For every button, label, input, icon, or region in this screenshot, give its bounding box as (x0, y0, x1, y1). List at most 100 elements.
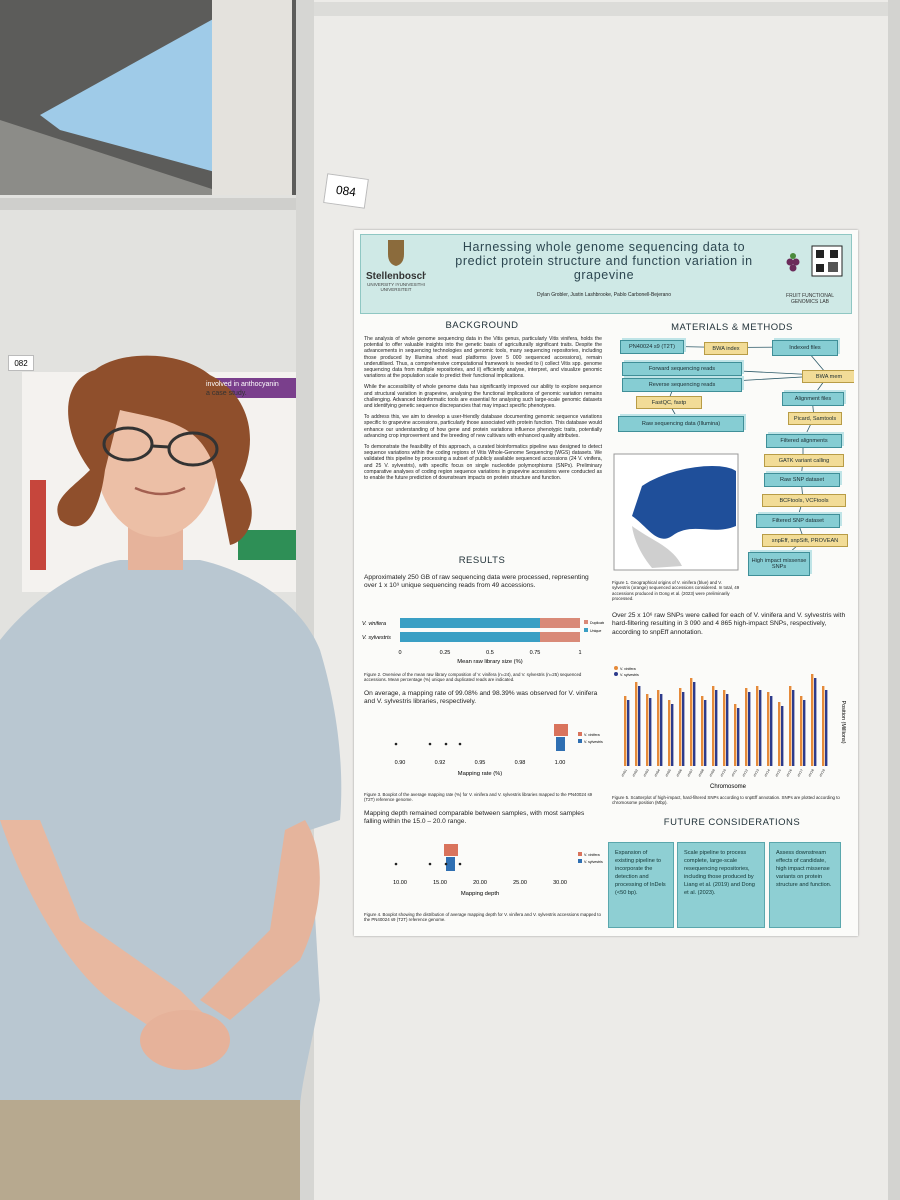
paragraph: To address this, we aim to develop a use… (364, 414, 602, 439)
legend-swatch (584, 620, 588, 624)
axis-label: Mean raw library size (%) (457, 659, 522, 665)
tick-label: 1 (578, 650, 581, 656)
flow-node: FastQC, fastp (636, 396, 702, 409)
tick-label: chr02 (631, 768, 639, 777)
poster-number: 084 (323, 173, 369, 209)
snp-strip (701, 696, 704, 766)
lab-mark (786, 245, 843, 277)
ceiling-beam (0, 120, 215, 200)
neighbor-table (238, 530, 296, 560)
snp-strip (638, 686, 641, 766)
tick-label: chr12 (741, 768, 749, 777)
legend-label: V. vinifera (584, 733, 600, 737)
snp-strip (715, 690, 718, 766)
box (556, 737, 565, 751)
snp-strip (737, 708, 740, 766)
axis-label: Mapping rate (%) (458, 771, 503, 777)
section-heading: MATERIALS & METHODS (671, 322, 793, 333)
snp-strip (770, 696, 773, 766)
legend-label: Unique (590, 629, 601, 633)
outlier (428, 742, 432, 746)
flow-node: High impact missense SNPs (748, 552, 810, 576)
snp-strip (668, 700, 671, 766)
future-item: Scale pipeline to process complete, larg… (677, 842, 765, 928)
outlier (458, 862, 462, 866)
flow-node: BCFtools, VCFtools (762, 494, 846, 507)
legend-swatch (578, 739, 582, 743)
results-text: Approximately 250 GB of raw sequencing d… (364, 574, 589, 590)
lab-logo: FRUIT FUNCTIONAL GENOMICS LAB (776, 244, 844, 305)
neighbor-strip (30, 480, 46, 570)
figure-2: V. vinifera V. sylvestris Duplicate Unique 0… (360, 610, 604, 670)
snp-strip (649, 698, 652, 766)
snp-strip (781, 706, 784, 766)
flow-node: Indexed files (772, 340, 838, 356)
box (446, 857, 455, 871)
legend-swatch (584, 628, 588, 632)
flow-node: Filtered alignments (766, 434, 842, 448)
board-frame (888, 0, 900, 1200)
legend-swatch (614, 666, 618, 670)
snp-strip (712, 686, 715, 766)
arm (200, 820, 320, 1020)
snp-strip (756, 686, 759, 766)
snp-strip (759, 690, 762, 766)
tick-label: 30.00 (553, 880, 567, 886)
snp-strip (778, 702, 781, 766)
legend-swatch (578, 732, 582, 736)
tick-label: chr08 (697, 768, 705, 777)
outlier (394, 862, 398, 866)
legend-swatch (578, 852, 582, 856)
tick-label: chr05 (664, 768, 672, 777)
pipeline-flowchart: PN40024 s9 (T2T) BWA index Indexed files Fo… (612, 336, 854, 606)
neighbor-title-line: involved in anthocyanin (206, 381, 279, 388)
caption: Figure 2. Overview of the mean raw libra… (364, 672, 582, 683)
legend-label: Duplicate (590, 621, 604, 625)
map-land (632, 466, 736, 539)
bar-segment (540, 632, 580, 642)
flow-node: BWA mem (802, 370, 854, 383)
tick-label: 0.95 (475, 760, 486, 766)
legend-label: V. vinifera (620, 667, 636, 671)
outlier (458, 742, 462, 746)
snp-strip (789, 686, 792, 766)
figure-4: V. vinifera V. sylvestris 10.00 15.00 20.00 2… (360, 840, 604, 904)
tick-label: chr01 (620, 768, 628, 777)
tick-label: chr15 (774, 768, 782, 777)
methods-text: Over 25 x 10⁶ raw SNPs were called for e… (612, 612, 846, 636)
axis-label: Chromosome (710, 784, 747, 790)
legend-swatch (578, 859, 582, 863)
snp-strip (723, 690, 726, 766)
tick-label: 0.90 (395, 760, 406, 766)
tick-label: chr09 (708, 768, 716, 777)
results-text: Mapping depth remained comparable betwee… (364, 810, 585, 826)
hands (140, 1010, 230, 1070)
axis-label: Mapping depth (461, 891, 499, 897)
bar-segment (400, 632, 540, 642)
legend-label: V. sylvestris (584, 740, 603, 744)
person (0, 355, 342, 1200)
tick-label: 20.00 (473, 880, 487, 886)
section-heading: FUTURE CONSIDERATIONS (663, 817, 801, 828)
tick-label: 1.00 (555, 760, 566, 766)
flow-map (613, 345, 829, 571)
tick-label: chr06 (675, 768, 683, 777)
snp-strip (814, 678, 817, 766)
board-rail (314, 2, 894, 16)
snp-strip (734, 704, 737, 766)
snp-strip (627, 700, 630, 766)
results-text: On average, a mapping rate of 99.08% and… (364, 690, 598, 706)
tick-label: chr10 (719, 768, 727, 777)
snp-strip (660, 694, 663, 766)
flow-node: Reverse sequencing reads (622, 378, 742, 392)
neighbor-title: involved in anthocyanin a case study. (206, 380, 298, 398)
tick-label: chr14 (763, 768, 771, 777)
tick-label: 10.00 (393, 880, 407, 886)
snp-strip (803, 700, 806, 766)
flow-node: Picard, Samtools (788, 412, 842, 425)
paragraph: While the accessibility of whole genome … (364, 384, 602, 410)
flow-node: snpEff, snpSift, PROVEAN (762, 534, 848, 547)
snp-strip (800, 696, 803, 766)
tick-label: 0.5 (486, 650, 494, 656)
